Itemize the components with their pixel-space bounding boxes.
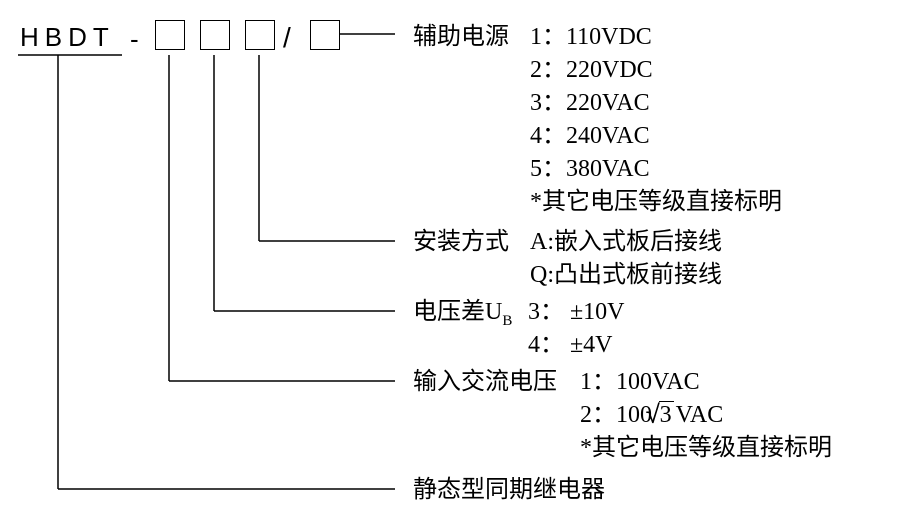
aux-power-opt-5: 5：380VAC — [530, 157, 650, 181]
voltage-diff-opt-3: 3： ±10V — [528, 300, 625, 324]
aux-power-title: 辅助电源 — [413, 25, 509, 49]
voltage-diff-opt-4: 4： ±4V — [528, 333, 613, 357]
aux-power-note: *其它电压等级直接标明 — [530, 190, 782, 214]
aux-power-opt-3: 3：220VAC — [530, 91, 650, 115]
aux-power-opt-2: 2：220VDC — [530, 58, 653, 82]
voltage-diff-title: 电压差UB — [413, 300, 512, 329]
input-ac-note: *其它电压等级直接标明 — [580, 436, 832, 460]
input-ac-title: 输入交流电压 — [413, 370, 557, 394]
aux-power-opt-1: 1：110VDC — [530, 25, 652, 49]
product-name: 静态型同期继电器 — [413, 478, 605, 502]
install-opt-q: Q:凸出式板前接线 — [530, 263, 722, 287]
input-ac-opt-1: 1：100VAC — [580, 370, 700, 394]
aux-power-opt-4: 4：240VAC — [530, 124, 650, 148]
install-opt-a: A:嵌入式板后接线 — [530, 230, 722, 254]
input-ac-opt-2: 2：100/√3VAC — [580, 403, 723, 427]
install-title: 安装方式 — [413, 230, 509, 254]
